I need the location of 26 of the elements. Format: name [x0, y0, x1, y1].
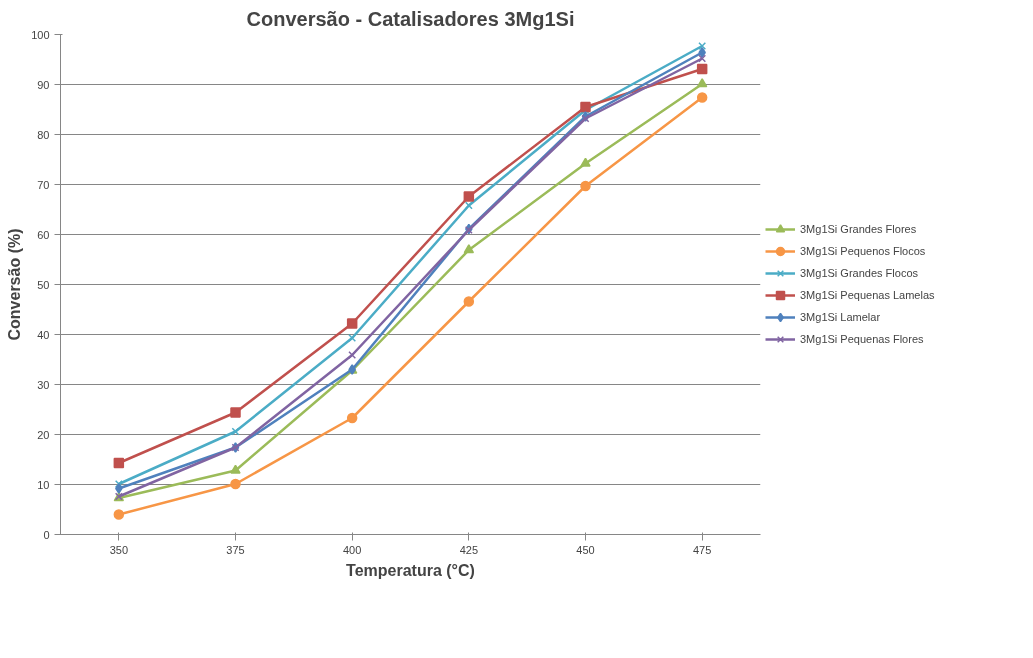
legend-label: 3Mg1Si Lamelar	[800, 311, 881, 323]
y-tick-label: 80	[37, 128, 50, 141]
y-tick-label: 60	[37, 228, 50, 241]
x-tick-label: 375	[226, 543, 245, 556]
chart-title: Conversão - Catalisadores 3Mg1Si	[246, 7, 575, 30]
legend-label: 3Mg1Si Grandes Flores	[800, 223, 917, 235]
y-tick-label: 90	[37, 78, 50, 91]
x-tick-label: 350	[109, 543, 129, 556]
y-tick-label: 100	[31, 28, 50, 41]
y-tick-label: 20	[37, 428, 50, 441]
legend-label: 3Mg1Si Grandes Flocos	[800, 267, 918, 279]
legend-label: 3Mg1Si Pequenas Lamelas	[800, 289, 935, 301]
y-tick-label: 40	[37, 328, 50, 341]
y-tick-label: 10	[37, 478, 50, 491]
legend-label: 3Mg1Si Pequenos Flocos	[800, 245, 926, 257]
x-axis-title: Temperatura (°C)	[346, 561, 475, 579]
y-tick-label: 70	[37, 178, 50, 191]
x-tick-label: 475	[692, 543, 712, 556]
legend-label: 3Mg1Si Pequenas Flores	[800, 333, 924, 345]
x-tick-label: 450	[576, 543, 595, 556]
y-axis-title: Conversão (%)	[6, 228, 24, 341]
y-tick-label: 50	[37, 278, 50, 291]
x-tick-label: 425	[459, 543, 479, 556]
x-tick-label: 400	[342, 543, 362, 556]
y-tick-label: 0	[43, 528, 50, 541]
y-tick-label: 30	[37, 378, 50, 391]
